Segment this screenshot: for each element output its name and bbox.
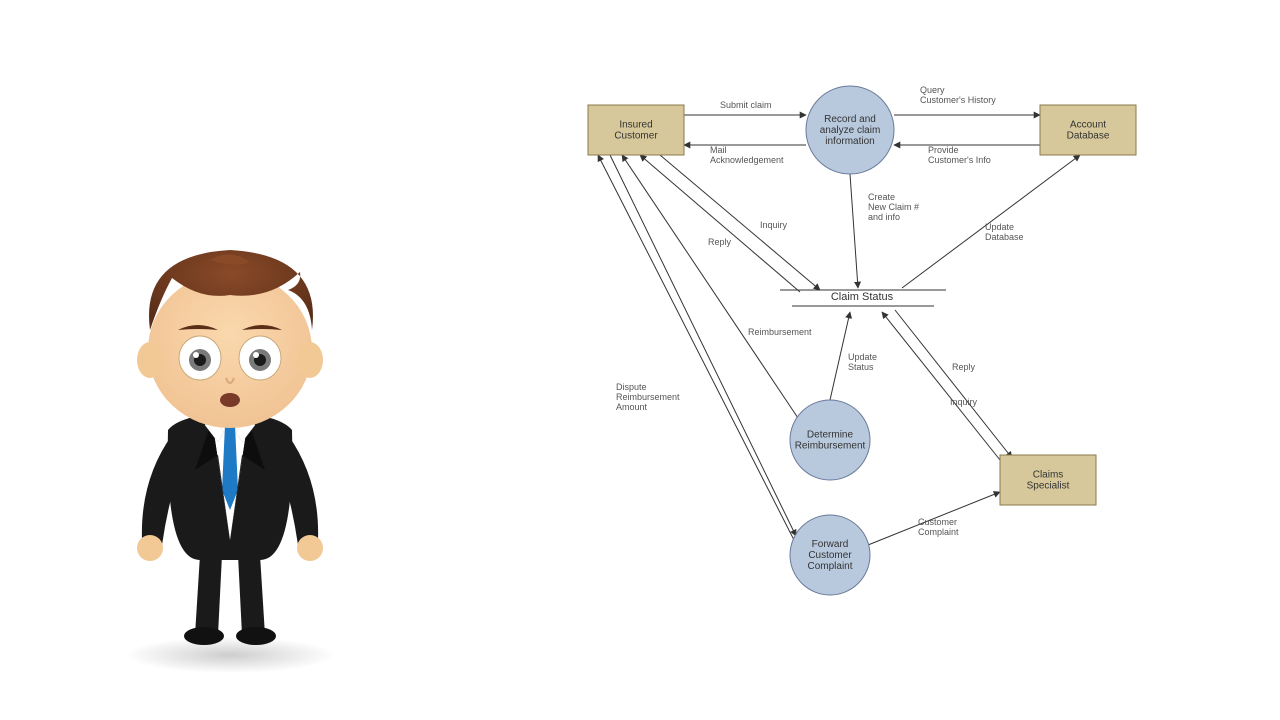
shoe-left [184,627,224,645]
edge-label-insured-forward: DisputeReimbursementAmount [616,382,680,412]
edge-label-determine-status: UpdateStatus [848,352,877,372]
edge-label-insured-record: Submit claim [720,100,772,110]
eye-right-highlight [253,352,259,358]
edge-insured-status [660,155,820,290]
edge-label-status-insured: Reply [708,237,732,247]
businessman-character [125,250,335,673]
edge-label-forward-specialist: CustomerComplaint [918,517,959,537]
svg-text:AccountDatabase: AccountDatabase [1067,119,1110,141]
svg-text:ClaimsSpecialist: ClaimsSpecialist [1027,469,1070,491]
eye-left-highlight [193,352,199,358]
edge-label-record-account: QueryCustomer's History [920,85,996,105]
edge-label-determine-insured: Reimbursement [748,327,812,337]
character-shadow [125,637,335,673]
edge-label-specialist-status: Reply [952,362,976,372]
svg-text:ForwardCustomerComplaint: ForwardCustomerComplaint [807,539,852,572]
hand-left [137,535,163,561]
svg-text:Record andanalyze claiminforma: Record andanalyze claiminformation [820,114,881,147]
leg-right [238,555,265,635]
hand-right [297,535,323,561]
ear-left [137,342,163,378]
ear-right [297,342,323,378]
edge-label-status-specialist: Inquiry [950,397,978,407]
edge-label-account-record: ProvideCustomer's Info [928,145,991,165]
edge-label-record-status: CreateNew Claim #and info [868,192,919,222]
shoe-right [236,627,276,645]
edge-determine-insured [622,155,798,418]
edge-label-status-account: UpdateDatabase [985,222,1024,242]
svg-text:InsuredCustomer: InsuredCustomer [614,119,658,141]
mouth [220,393,240,407]
edge-determine-status [830,312,850,400]
leg-left [195,555,222,635]
edge-label-record-insured: MailAcknowledgement [710,145,784,165]
edge-label-insured-status: Inquiry [760,220,788,230]
diagram-canvas: InsuredCustomer Record andanalyze claimin… [0,0,1280,720]
edge-specialist-status [882,312,1000,460]
edge-forward-insured [598,155,794,540]
node-status: Claim Status [831,291,894,303]
edge-insured-forward [610,155,796,536]
diagram-nodes: InsuredCustomer Record andanalyze claimin… [588,86,1136,595]
edge-record-status [850,174,858,288]
edge-status-specialist [895,310,1012,458]
